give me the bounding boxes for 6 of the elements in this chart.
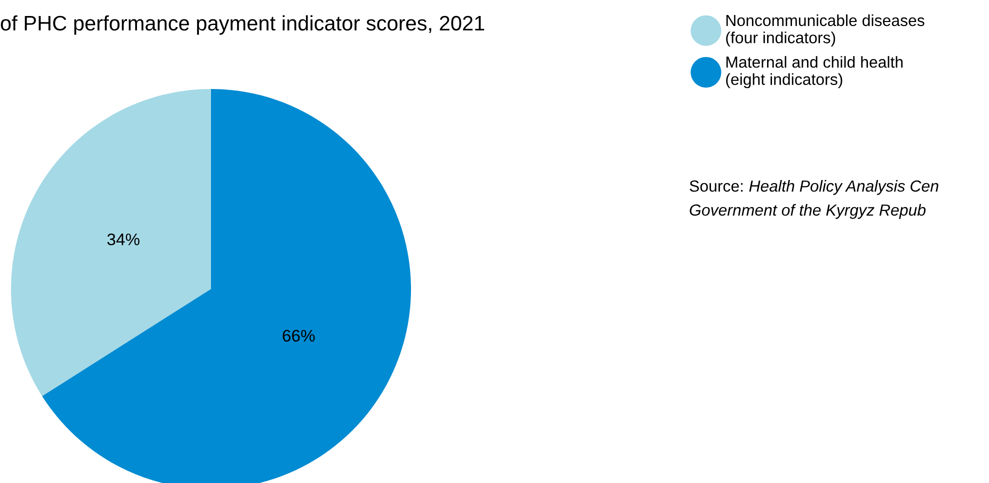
legend-label: Maternal and child health (eight indicators) (726, 56, 903, 88)
legend-label: Noncommunicable diseases (four indicators) (726, 14, 924, 46)
data-label: 66% (282, 330, 315, 342)
chart-title: of PHC performance payment indicator scores, 2021 (0, 15, 484, 35)
data-label: 34% (107, 233, 140, 246)
source-note: Source: Health Policy Analysis Cen Government of the Kyrgyz Repub (690, 180, 938, 219)
